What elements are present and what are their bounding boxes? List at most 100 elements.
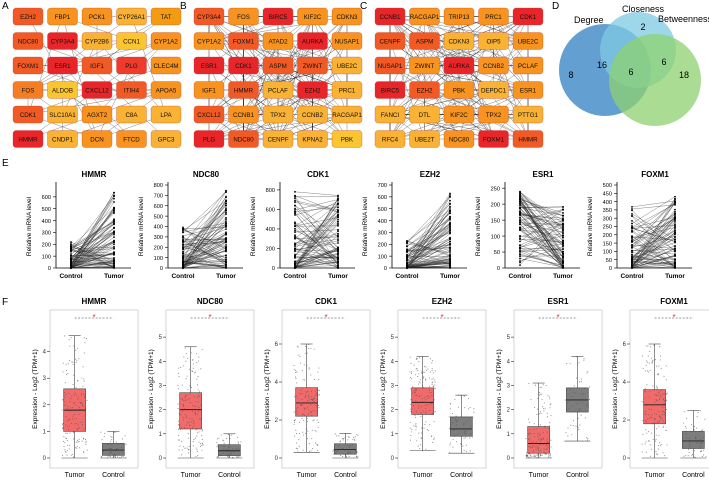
network-node-label: PCK1 xyxy=(89,14,106,21)
jitter-point xyxy=(583,359,585,361)
jitter-point xyxy=(178,449,180,451)
jitter-point xyxy=(102,451,104,453)
control-point xyxy=(406,245,408,248)
network-node-label: IGF1 xyxy=(90,63,104,70)
mrna-plot-title: FOXM1 xyxy=(641,170,669,179)
jitter-point xyxy=(317,422,319,424)
jitter-point xyxy=(544,453,546,455)
jitter-point xyxy=(527,452,530,455)
jitter-point xyxy=(542,437,544,439)
control-point xyxy=(70,246,72,249)
jitter-point xyxy=(663,400,665,402)
jitter-point xyxy=(198,391,201,393)
jitter-point xyxy=(85,408,87,410)
jitter-point xyxy=(298,432,301,435)
jitter-point xyxy=(76,347,79,349)
jitter-point xyxy=(177,372,179,375)
paired-line xyxy=(182,264,227,269)
jitter-point xyxy=(421,400,423,403)
jitter-point xyxy=(304,379,306,381)
jitter-point xyxy=(101,439,103,441)
jitter-point xyxy=(656,413,658,415)
jitter-point xyxy=(413,425,415,427)
y-tick-label: 4 xyxy=(43,350,47,356)
jitter-point xyxy=(75,441,77,443)
jitter-point xyxy=(657,453,659,455)
jitter-point xyxy=(191,418,193,420)
paired-line xyxy=(294,249,339,268)
y-tick-label: 0 xyxy=(609,266,612,272)
y-tick-label: 450 xyxy=(603,192,612,198)
jitter-point xyxy=(308,408,310,410)
jitter-point xyxy=(566,362,568,365)
control-point xyxy=(294,242,296,245)
y-tick-label: 300 xyxy=(603,216,612,222)
jitter-point xyxy=(550,403,552,405)
jitter-point xyxy=(114,452,116,455)
jitter-point xyxy=(179,403,181,405)
jitter-point xyxy=(655,385,658,387)
jitter-point xyxy=(190,352,192,354)
paired-line xyxy=(519,223,564,246)
jitter-point xyxy=(654,417,656,419)
paired-line xyxy=(406,255,451,267)
jitter-point xyxy=(641,400,643,402)
jitter-point xyxy=(313,378,315,380)
tumor-point xyxy=(337,228,339,231)
jitter-point xyxy=(178,412,180,415)
jitter-point xyxy=(415,429,417,431)
jitter-point xyxy=(75,447,77,449)
jitter-point xyxy=(62,371,64,373)
tumor-point xyxy=(225,222,227,225)
jitter-point xyxy=(354,450,357,452)
tumor-point xyxy=(225,218,227,221)
network-node xyxy=(374,7,406,26)
jitter-point xyxy=(196,361,198,363)
network-node xyxy=(150,32,182,50)
jitter-point xyxy=(650,409,653,411)
paired-line xyxy=(406,213,451,252)
jitter-point xyxy=(572,420,575,422)
paired-line xyxy=(182,246,227,263)
y-tick-label: 200 xyxy=(266,247,275,253)
jitter-point xyxy=(226,455,229,457)
network-node-label: ALDOB xyxy=(52,87,73,94)
control-point xyxy=(70,267,72,269)
y-axis-label: Relative mRNA level xyxy=(26,196,33,256)
venn-count-all-three: 6 xyxy=(628,67,633,77)
tumor-point xyxy=(113,267,115,269)
jitter-point xyxy=(197,396,199,398)
jitter-point xyxy=(302,404,304,406)
jitter-point xyxy=(576,363,578,365)
jitter-point xyxy=(417,445,419,447)
control-point xyxy=(182,266,184,269)
jitter-point xyxy=(570,400,572,402)
network-node-label: UBE2C xyxy=(518,38,539,45)
paired-line xyxy=(519,235,564,248)
jitter-point xyxy=(660,396,662,398)
control-point xyxy=(519,248,521,251)
y-axis-label: Relative mRNA level xyxy=(362,196,369,256)
jitter-point xyxy=(546,441,548,443)
venn-diagram: Degree Closeness Betweenness 8 2 18 16 6… xyxy=(559,4,709,126)
jitter-point xyxy=(418,395,420,397)
jitter-point xyxy=(69,360,71,362)
jitter-point xyxy=(660,389,662,392)
jitter-point xyxy=(700,450,702,452)
jitter-point xyxy=(191,411,193,413)
significance-star: * xyxy=(92,313,95,322)
jitter-point xyxy=(702,429,704,431)
jitter-point xyxy=(428,409,430,411)
jitter-point xyxy=(77,441,79,443)
jitter-point xyxy=(666,392,668,394)
network-node-label: CLEC4M xyxy=(153,63,178,70)
network-node-label: TAT xyxy=(161,14,172,21)
jitter-point xyxy=(300,393,302,395)
jitter-point xyxy=(658,391,660,393)
jitter-point xyxy=(227,454,229,456)
jitter-point xyxy=(304,414,306,416)
jitter-point xyxy=(703,435,705,437)
tumor-point xyxy=(225,231,227,234)
jitter-point xyxy=(463,437,465,439)
